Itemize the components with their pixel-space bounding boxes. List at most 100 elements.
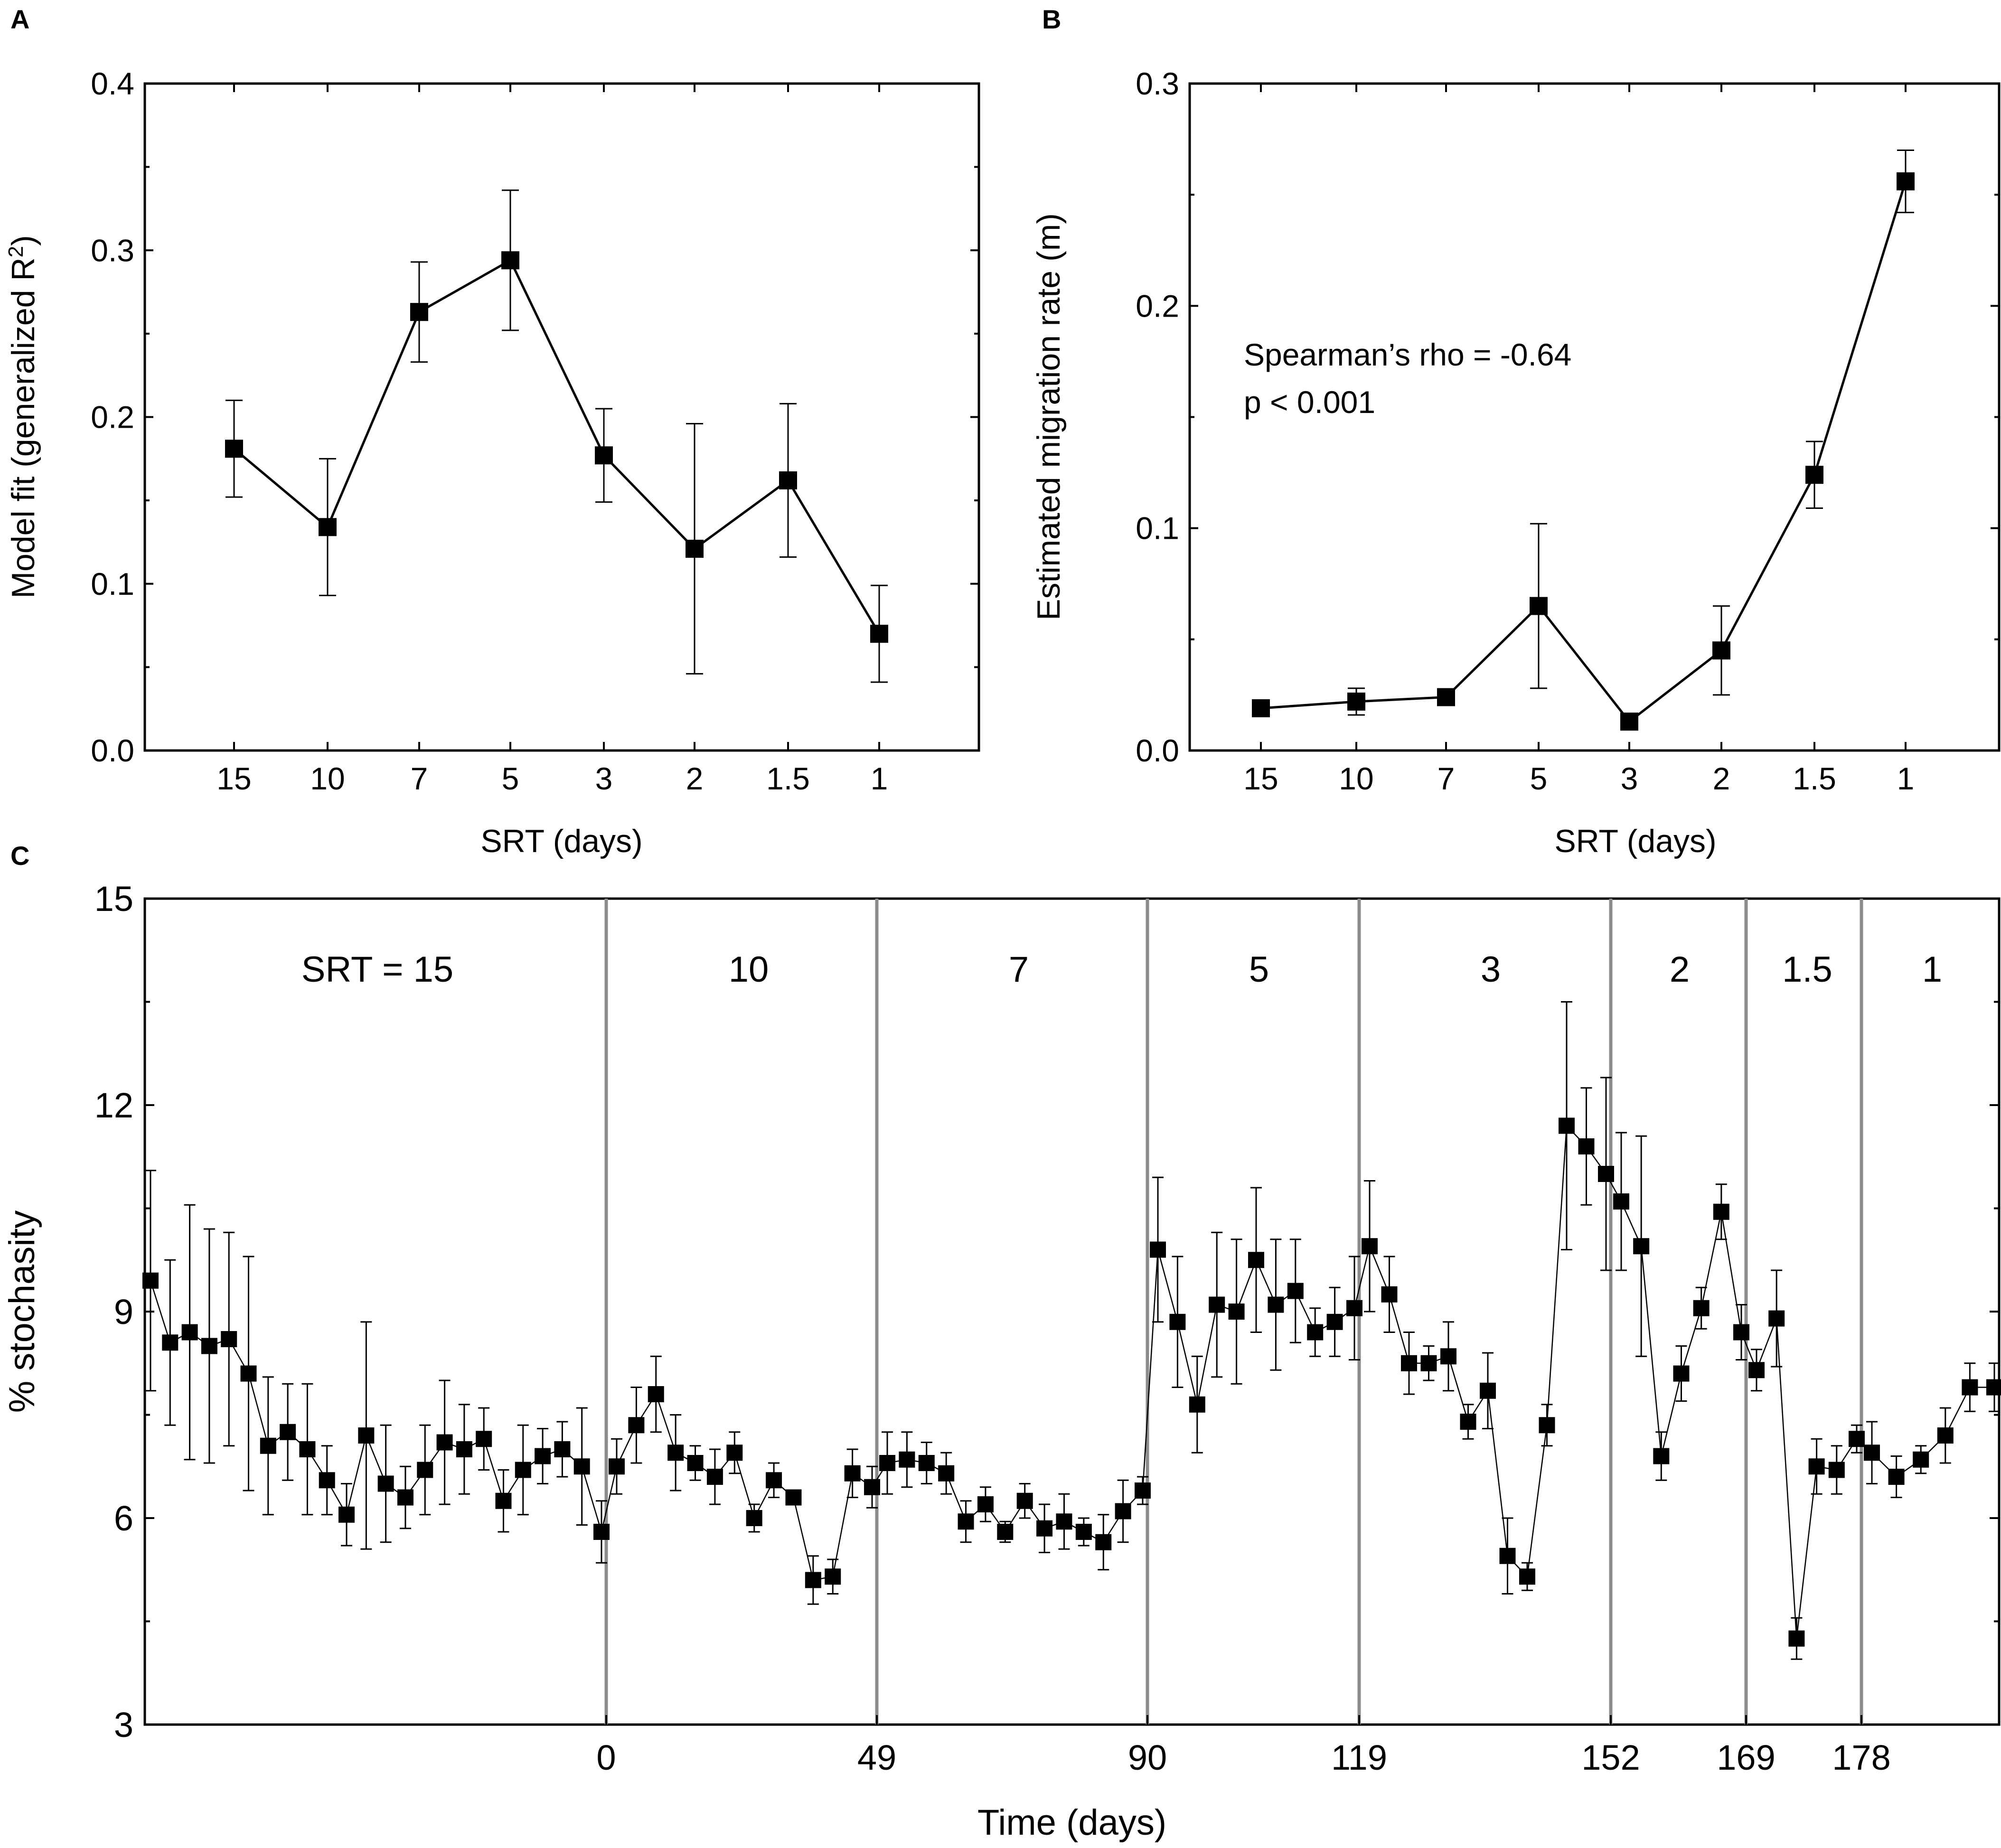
b-data-point: [1897, 172, 1915, 191]
panel-c-data-point: [1150, 1241, 1166, 1258]
panel-c: C SRT = 15 10 7 5 3 2 1.5 1 3 6 9 12 15 0 49 90 119 152…: [2, 841, 2001, 1843]
panel-c-data-point: [1169, 1313, 1186, 1330]
a-x-tick-label: 15: [216, 761, 251, 796]
panel-a-y-axis-label-tail: ): [5, 235, 41, 246]
a-data-point: [501, 251, 519, 270]
a-y-tick-label: 0.1: [91, 566, 134, 601]
panel-c-segment-labels: SRT = 15 10 7 5 3 2 1.5 1: [301, 949, 1942, 990]
panel-c-data-point: [1326, 1313, 1343, 1330]
b-y-tick-label: 0.1: [1136, 511, 1179, 546]
panel-c-segment-label: 10: [729, 949, 769, 990]
panel-c-data-point: [997, 1524, 1014, 1540]
panel-c-data-point: [1362, 1238, 1378, 1255]
panel-c-data-point: [456, 1441, 472, 1457]
panel-c-data-point: [1693, 1300, 1710, 1316]
panel-c-data-point: [1937, 1427, 1954, 1444]
panel-c-data-point: [918, 1455, 935, 1471]
panel-c-x-tick-label: 169: [1717, 1738, 1775, 1777]
panel-c-data-point: [1808, 1458, 1825, 1475]
a-data-point: [319, 518, 337, 536]
panel-c-data-point: [260, 1437, 276, 1454]
panel-c-data-point: [899, 1451, 915, 1468]
panel-a-letter: A: [10, 4, 29, 34]
panel-c-data-point: [648, 1386, 664, 1402]
panel-c-data-point: [1539, 1417, 1555, 1434]
panel-c-data-point: [181, 1324, 198, 1341]
a-data-point: [686, 539, 704, 558]
panel-c-data-point: [1864, 1445, 1880, 1461]
panel-c-data-point: [1016, 1492, 1033, 1509]
panel-b-x-ticks: 15 10 7 5 3 2 1.5 1: [1243, 84, 1914, 796]
b-x-tick-label: 10: [1339, 761, 1373, 796]
a-y-tick-label: 0.2: [91, 400, 134, 435]
panel-a-y-ticks: 0.0 0.1 0.2 0.3 0.4: [91, 66, 979, 768]
panel-c-data-point: [746, 1510, 762, 1526]
panel-a-plot-frame: [143, 82, 980, 752]
panel-c-data-point: [1480, 1382, 1496, 1399]
a-y-tick-label: 0.4: [91, 66, 134, 101]
panel-a-y-axis-label-sup: 2: [4, 246, 28, 257]
a-x-tick-label: 10: [310, 761, 345, 796]
b-x-tick-label: 2: [1713, 761, 1730, 796]
panel-c-x-tick-label: 49: [857, 1738, 896, 1777]
panel-c-data-point: [1986, 1379, 2001, 1396]
panel-c-segment-label: 2: [1670, 949, 1690, 990]
panel-b-series: [1252, 150, 1915, 731]
panel-c-data-point: [142, 1272, 159, 1289]
panel-c-data-point: [1653, 1448, 1670, 1464]
panel-c-y-tick-label: 15: [94, 879, 133, 919]
panel-c-data-point: [1307, 1324, 1324, 1341]
panel-b: B 0.0 0.1 0.2 0.3 15 10 7 5 3 2 1.5 1 Spearman’s r…: [1031, 4, 2001, 859]
panel-c-data-point: [535, 1448, 551, 1464]
panel-a-y-axis-label-main: Model fit (generalized R: [5, 258, 41, 599]
panel-b-annotation-rho: Spearman’s rho = -0.64: [1244, 337, 1571, 372]
panel-b-x-axis-label: SRT (days): [1554, 823, 1716, 859]
a-data-point: [595, 446, 613, 465]
panel-c-data-point: [1733, 1324, 1749, 1341]
panel-c-data-point: [609, 1458, 625, 1475]
panel-c-data-point: [476, 1431, 492, 1447]
a-x-tick-label: 5: [502, 761, 519, 796]
panel-c-data-point: [1440, 1348, 1456, 1365]
panel-c-data-point: [1559, 1117, 1575, 1134]
panel-c-data-point: [1713, 1203, 1729, 1220]
panel-c-y-tick-label: 12: [94, 1086, 133, 1125]
panel-c-data-point: [1788, 1630, 1805, 1647]
panel-c-data-point: [1287, 1283, 1304, 1299]
panel-c-data-point: [338, 1506, 355, 1523]
panel-c-data-point: [280, 1424, 296, 1440]
panel-b-y-axis-label: Estimated migration rate (m): [1031, 213, 1067, 620]
panel-c-data-point: [1888, 1469, 1905, 1485]
panel-c-data-point: [221, 1331, 237, 1347]
b-y-tick-label: 0.0: [1136, 733, 1179, 768]
panel-a: A 0.0 0.1 0.2 0.3 0.4 15 10 7 5 3 2 1.5 1 SRT (days…: [4, 4, 980, 859]
panel-c-data-point: [1381, 1286, 1398, 1303]
panel-c-data-point: [1036, 1520, 1053, 1537]
panel-c-data-point: [1075, 1524, 1092, 1540]
panel-c-data-point: [436, 1434, 453, 1451]
panel-c-data-point: [805, 1572, 821, 1588]
panel-c-data-point: [785, 1489, 802, 1506]
panel-c-data-point: [201, 1338, 217, 1354]
panel-c-data-point: [1095, 1534, 1112, 1550]
a-data-point: [870, 625, 888, 643]
a-x-tick-label: 1: [871, 761, 888, 796]
panel-c-data-point: [1499, 1548, 1516, 1564]
a-x-tick-label: 1.5: [766, 761, 810, 796]
panel-c-data-point: [593, 1524, 610, 1540]
panel-c-x-tick-label: 0: [596, 1738, 616, 1777]
panel-a-y-axis-label: Model fit (generalized R2): [4, 235, 42, 598]
panel-c-data-point: [1828, 1462, 1845, 1478]
panel-c-data-point: [1519, 1568, 1535, 1585]
panel-b-annotation-p: p < 0.001: [1244, 385, 1375, 420]
panel-c-data-point: [1598, 1166, 1614, 1182]
panel-c-plot-frame: [143, 897, 2001, 1726]
panel-c-data-point: [667, 1445, 684, 1461]
b-data-point: [1805, 466, 1823, 484]
a-y-tick-label: 0.0: [91, 733, 134, 768]
panel-c-x-tick-label: 119: [1331, 1738, 1387, 1777]
panel-c-data-point: [1189, 1396, 1205, 1413]
panel-c-data-point: [1613, 1193, 1629, 1210]
